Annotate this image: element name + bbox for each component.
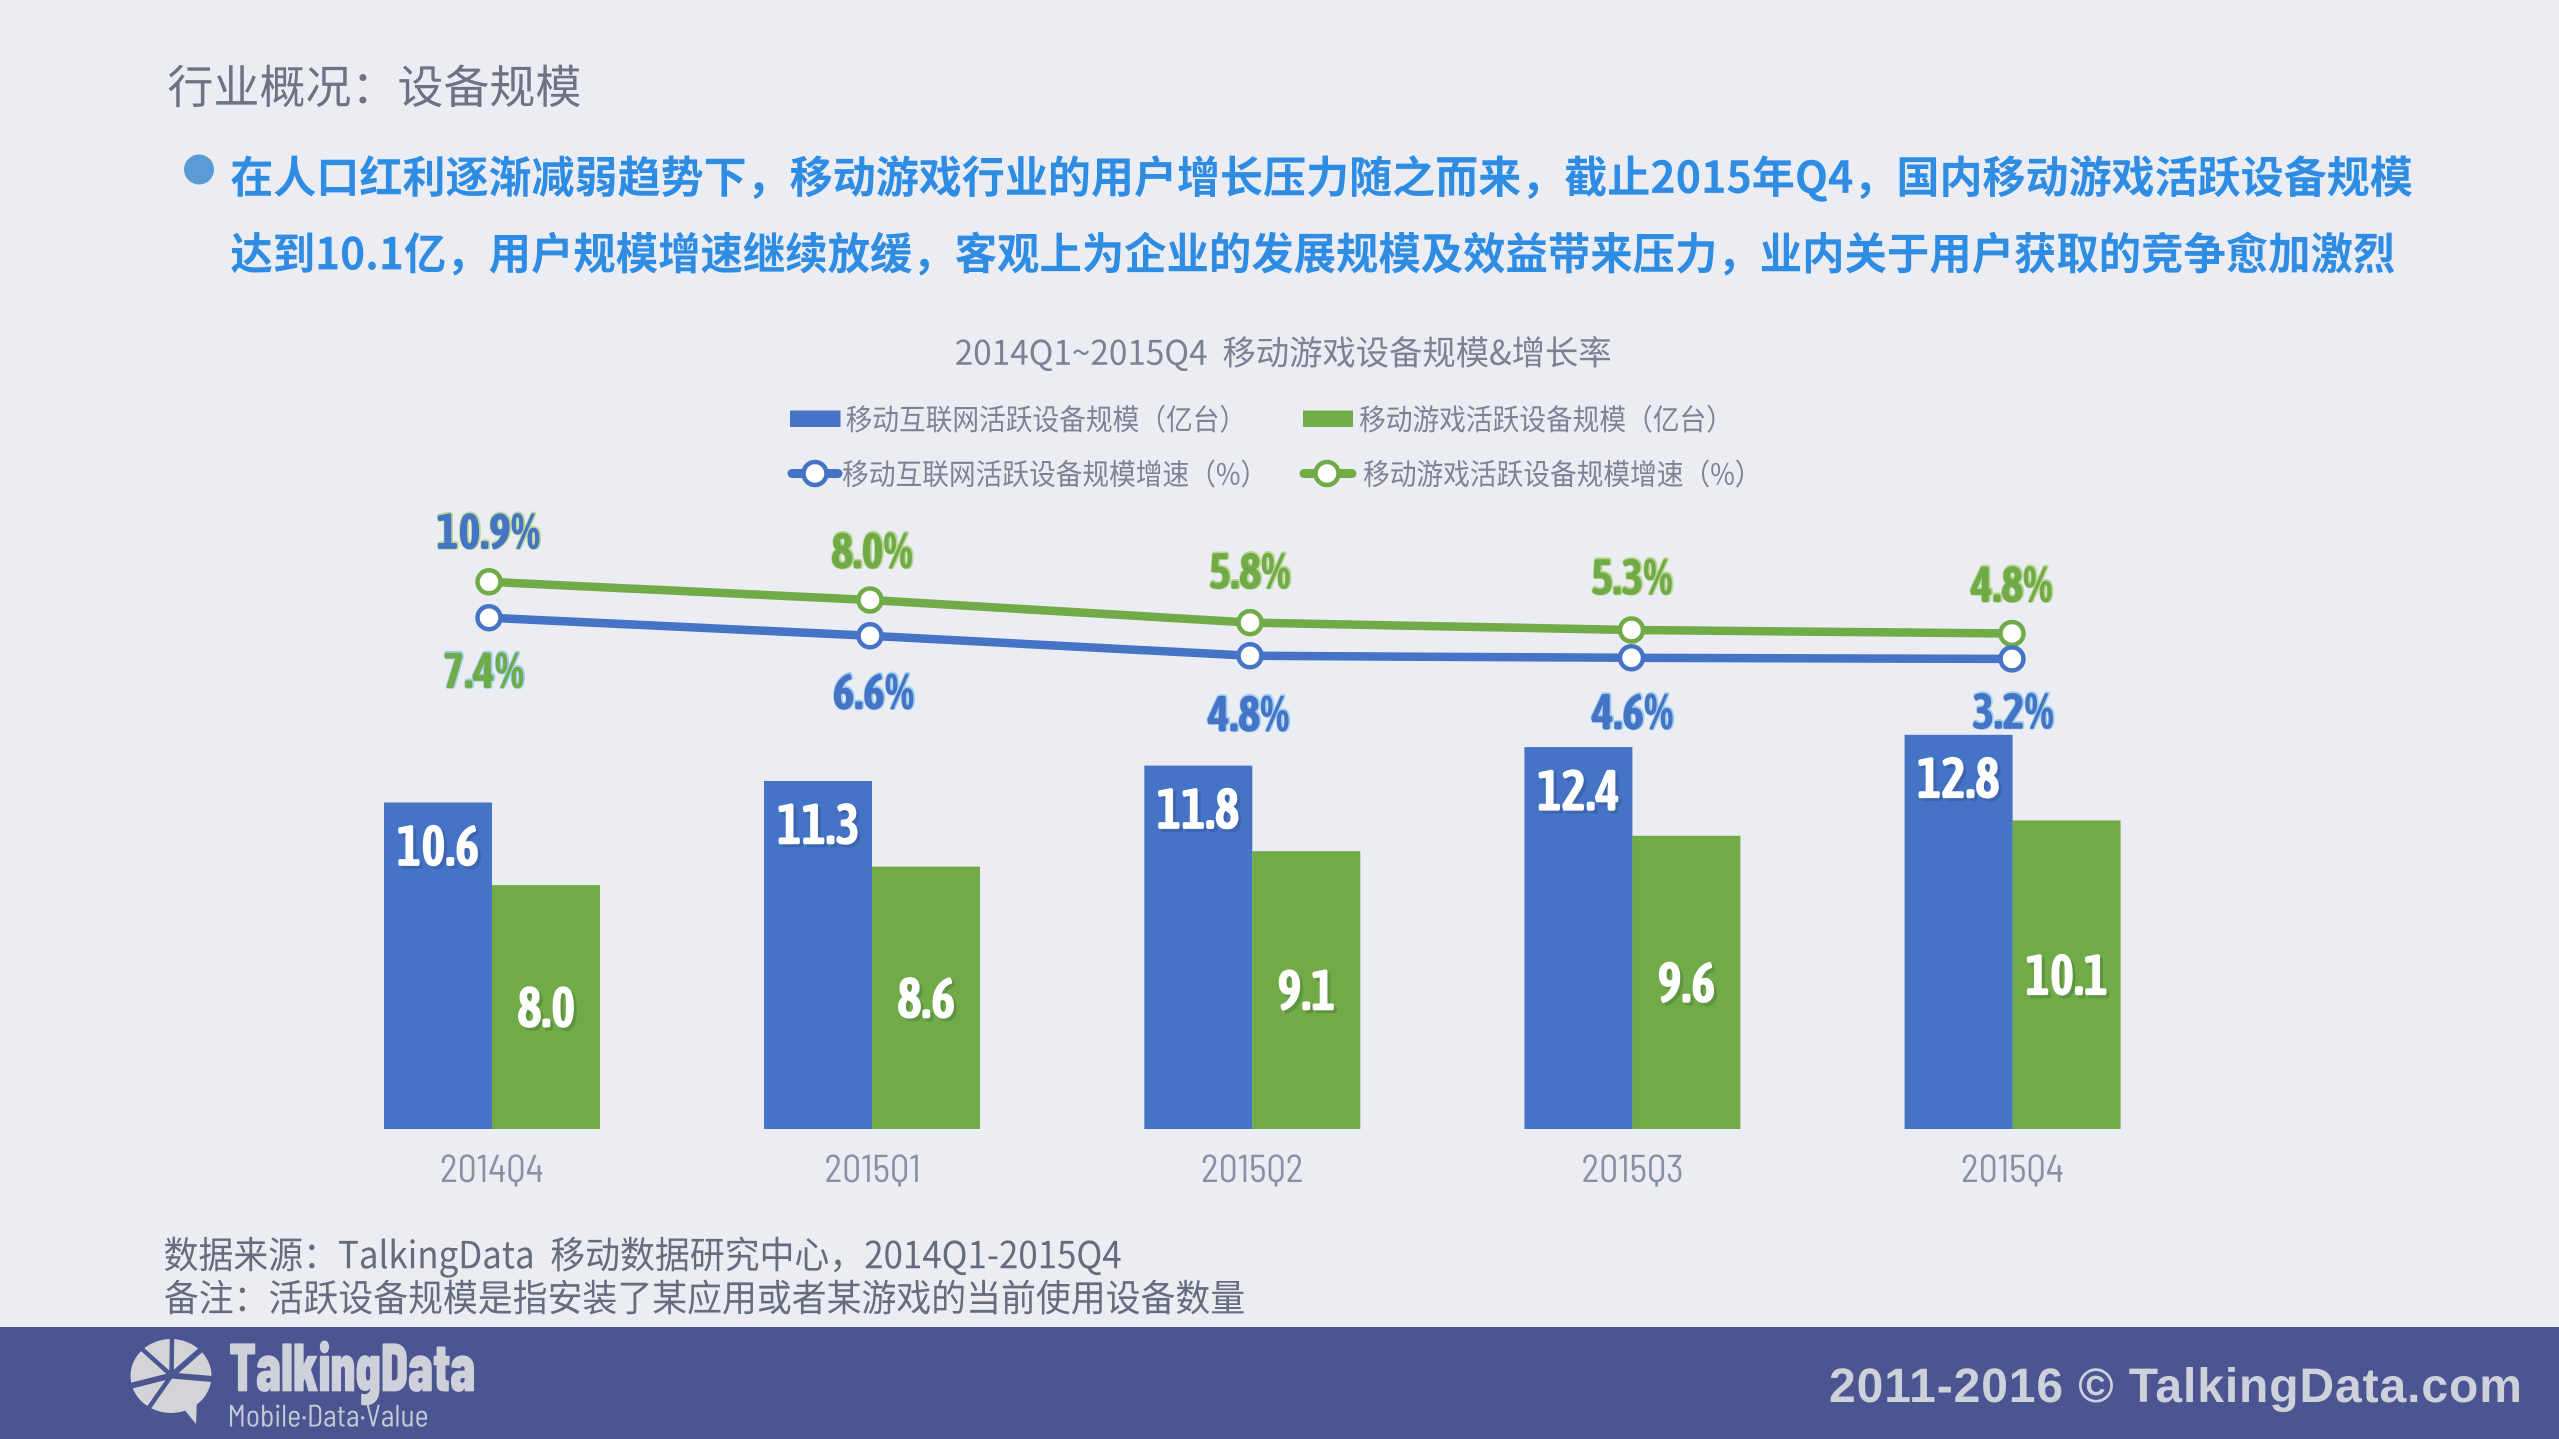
svg-text:2011-2016 © TalkingData.com: 2011-2016 © TalkingData.com <box>1829 1360 2523 1413</box>
